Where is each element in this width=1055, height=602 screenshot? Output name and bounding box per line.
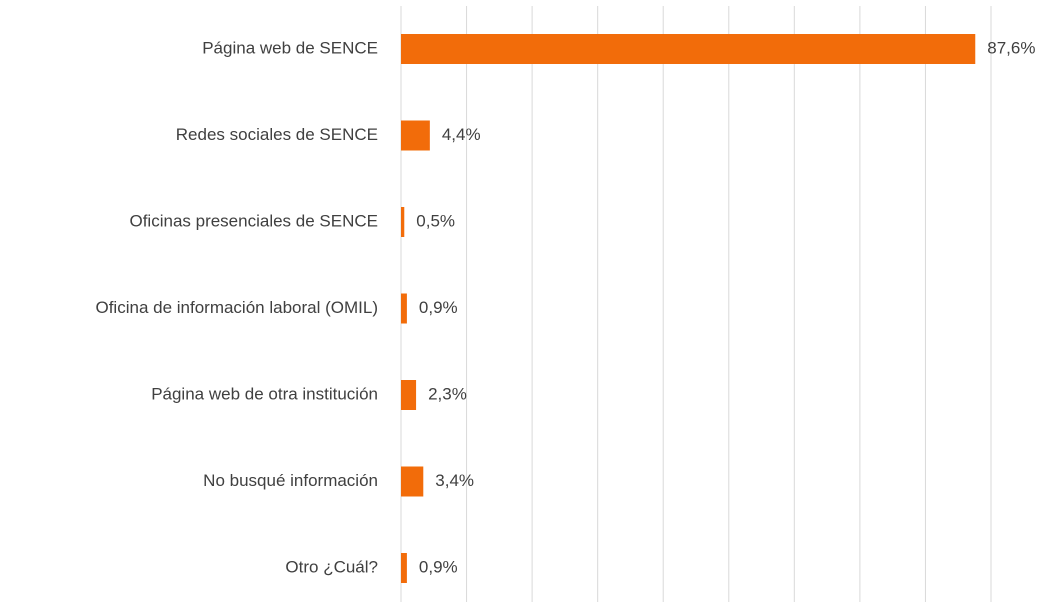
bar	[401, 120, 430, 151]
bar	[401, 380, 417, 410]
value-label: 0,9%	[419, 557, 458, 576]
value-label: 0,9%	[419, 298, 458, 317]
category-label: Página web de otra institución	[151, 384, 378, 403]
value-label: 3,4%	[435, 471, 474, 490]
category-label: Oficina de información laboral (OMIL)	[95, 298, 378, 317]
bar	[401, 553, 407, 583]
bar	[401, 207, 405, 237]
value-label: 2,3%	[428, 384, 467, 403]
value-label: 0,5%	[416, 211, 455, 230]
category-label: No busqué información	[203, 471, 378, 490]
category-label: Oficinas presenciales de SENCE	[129, 211, 378, 230]
bar	[401, 466, 424, 497]
category-label: Página web de SENCE	[202, 38, 378, 57]
bar	[401, 34, 976, 64]
category-label: Otro ¿Cuál?	[285, 557, 378, 576]
category-label: Redes sociales de SENCE	[176, 125, 378, 144]
value-label: 87,6%	[987, 38, 1035, 57]
bar	[401, 293, 407, 324]
value-label: 4,4%	[442, 125, 481, 144]
